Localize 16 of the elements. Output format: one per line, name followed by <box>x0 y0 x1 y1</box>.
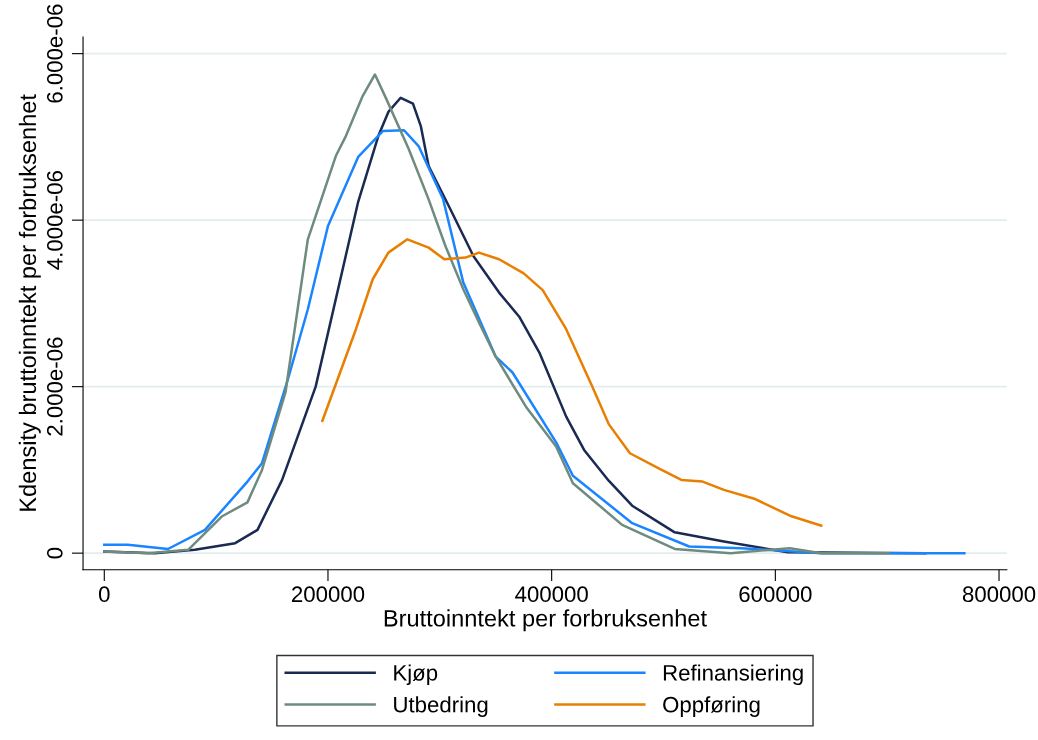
line-series <box>321 238 823 527</box>
y-tick-label: 6.000e-06 <box>46 4 63 103</box>
x-axis-title: Bruttoinntekt per forbruksenhet <box>384 609 707 632</box>
y-tick-label: 4.000e-06 <box>46 171 63 270</box>
x-tick-label: 0 <box>98 586 110 603</box>
legend-label: Kjøp <box>394 664 438 686</box>
legend-label: Utbedring <box>394 696 488 717</box>
x-tick-label: 200000 <box>292 586 365 603</box>
x-tick-label: 600000 <box>739 586 812 603</box>
y-axis-title: Kdensity bruttoinntekt per forbruksenhet <box>18 94 41 511</box>
y-tick-label: 2.000e-06 <box>46 337 63 436</box>
legend-label: Oppføring <box>663 696 760 717</box>
y-tick-label: 0 <box>46 547 63 559</box>
legend-label: Refinansiering <box>663 664 803 686</box>
x-tick-label: 800000 <box>962 586 1036 603</box>
x-tick-label: 400000 <box>515 586 588 603</box>
